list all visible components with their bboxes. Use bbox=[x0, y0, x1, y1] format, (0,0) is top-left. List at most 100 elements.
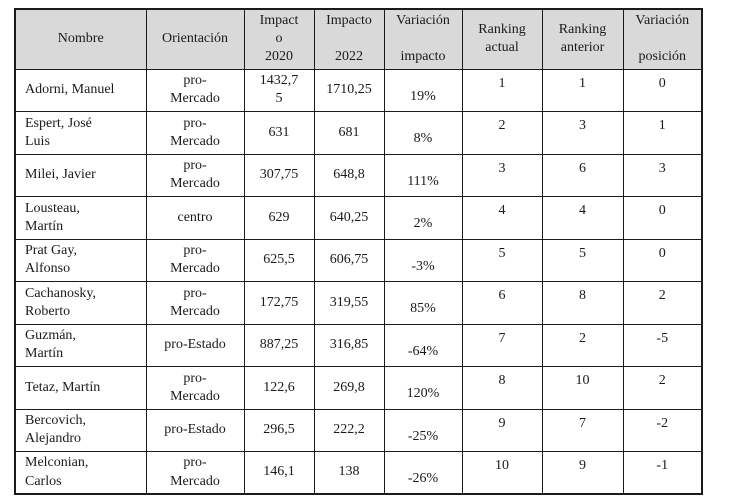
cell-variacion-impacto: 8% bbox=[383, 111, 463, 155]
cell-nombre: Espert, José Luis bbox=[14, 111, 147, 155]
cell-impacto-2022: 269,8 bbox=[313, 366, 385, 410]
cell-ranking-actual: 6 bbox=[461, 281, 543, 325]
cell-variacion-posicion: 2 bbox=[622, 281, 703, 325]
col-header-variacion-impacto: Variación impacto bbox=[383, 8, 463, 70]
cell-ranking-anterior: 6 bbox=[541, 153, 624, 198]
cell-nombre: Adorni, Manuel bbox=[14, 68, 147, 113]
table-row: Cachanosky, Roberto pro- Mercado 172,75 … bbox=[14, 281, 703, 325]
cell-impacto-2020: 296,5 bbox=[243, 408, 315, 453]
cell-variacion-posicion: 2 bbox=[622, 366, 703, 410]
cell-ranking-anterior: 2 bbox=[541, 323, 624, 368]
cell-variacion-impacto: -3% bbox=[383, 238, 463, 283]
cell-nombre: Prat Gay, Alfonso bbox=[14, 238, 147, 283]
cell-variacion-posicion: -5 bbox=[622, 323, 703, 368]
cell-nombre: Milei, Javier bbox=[14, 153, 147, 198]
cell-ranking-anterior: 9 bbox=[541, 451, 624, 495]
cell-orientacion: pro- Mercado bbox=[145, 111, 245, 155]
cell-variacion-impacto: 2% bbox=[383, 196, 463, 240]
cell-ranking-anterior: 3 bbox=[541, 111, 624, 155]
cell-impacto-2020: 122,6 bbox=[243, 366, 315, 410]
cell-impacto-2022: 319,55 bbox=[313, 281, 385, 325]
cell-variacion-impacto: -64% bbox=[383, 323, 463, 368]
cell-ranking-actual: 5 bbox=[461, 238, 543, 283]
cell-orientacion: pro- Mercado bbox=[145, 366, 245, 410]
cell-ranking-actual: 1 bbox=[461, 68, 543, 113]
cell-impacto-2022: 138 bbox=[313, 451, 385, 495]
cell-nombre: Cachanosky, Roberto bbox=[14, 281, 147, 325]
cell-impacto-2020: 1432,7 5 bbox=[243, 68, 315, 113]
cell-orientacion: pro- Mercado bbox=[145, 238, 245, 283]
cell-impacto-2022: 222,2 bbox=[313, 408, 385, 453]
cell-orientacion: pro- Mercado bbox=[145, 451, 245, 495]
col-header-ranking-actual: Ranking actual bbox=[461, 8, 543, 70]
cell-variacion-posicion: 0 bbox=[622, 68, 703, 113]
col-header-orientacion: Orientación bbox=[145, 8, 245, 70]
table-row: Tetaz, Martín pro- Mercado 122,6 269,8 1… bbox=[14, 366, 703, 410]
cell-variacion-posicion: 0 bbox=[622, 238, 703, 283]
economists-ranking-table: Nombre Orientación Impact o 2020 Impacto… bbox=[14, 8, 703, 496]
cell-impacto-2020: 631 bbox=[243, 111, 315, 155]
cell-variacion-posicion: 1 bbox=[622, 111, 703, 155]
cell-orientacion: pro- Mercado bbox=[145, 68, 245, 113]
cell-ranking-anterior: 10 bbox=[541, 366, 624, 410]
cell-ranking-actual: 4 bbox=[461, 196, 543, 240]
cell-orientacion: pro- Mercado bbox=[145, 153, 245, 198]
cell-ranking-anterior: 5 bbox=[541, 238, 624, 283]
cell-impacto-2022: 648,8 bbox=[313, 153, 385, 198]
cell-ranking-actual: 9 bbox=[461, 408, 543, 453]
cell-variacion-posicion: -1 bbox=[622, 451, 703, 495]
cell-variacion-impacto: 111% bbox=[383, 153, 463, 198]
cell-variacion-impacto: -25% bbox=[383, 408, 463, 453]
cell-orientacion: centro bbox=[145, 196, 245, 240]
cell-nombre: Lousteau, Martín bbox=[14, 196, 147, 240]
cell-nombre: Melconian, Carlos bbox=[14, 451, 147, 495]
cell-impacto-2020: 629 bbox=[243, 196, 315, 240]
cell-impacto-2020: 887,25 bbox=[243, 323, 315, 368]
cell-impacto-2022: 681 bbox=[313, 111, 385, 155]
table-row: Espert, José Luis pro- Mercado 631 681 8… bbox=[14, 111, 703, 155]
cell-variacion-impacto: 85% bbox=[383, 281, 463, 325]
cell-ranking-anterior: 4 bbox=[541, 196, 624, 240]
cell-variacion-impacto: 19% bbox=[383, 68, 463, 113]
cell-impacto-2022: 640,25 bbox=[313, 196, 385, 240]
cell-ranking-anterior: 1 bbox=[541, 68, 624, 113]
cell-impacto-2020: 172,75 bbox=[243, 281, 315, 325]
cell-ranking-actual: 2 bbox=[461, 111, 543, 155]
cell-ranking-actual: 8 bbox=[461, 366, 543, 410]
cell-variacion-posicion: -2 bbox=[622, 408, 703, 453]
col-header-impacto-2020: Impact o 2020 bbox=[243, 8, 315, 70]
cell-ranking-actual: 10 bbox=[461, 451, 543, 495]
cell-orientacion: pro- Mercado bbox=[145, 281, 245, 325]
table-row: Bercovich, Alejandro pro-Estado 296,5 22… bbox=[14, 408, 703, 453]
col-header-impacto-2022: Impacto 2022 bbox=[313, 8, 385, 70]
cell-impacto-2020: 146,1 bbox=[243, 451, 315, 495]
table-row: Melconian, Carlos pro- Mercado 146,1 138… bbox=[14, 451, 703, 495]
cell-ranking-actual: 7 bbox=[461, 323, 543, 368]
col-header-ranking-anterior: Ranking anterior bbox=[541, 8, 624, 70]
header-row: Nombre Orientación Impact o 2020 Impacto… bbox=[14, 8, 703, 70]
cell-impacto-2020: 625,5 bbox=[243, 238, 315, 283]
cell-variacion-impacto: -26% bbox=[383, 451, 463, 495]
table-row: Milei, Javier pro- Mercado 307,75 648,8 … bbox=[14, 153, 703, 198]
cell-variacion-posicion: 3 bbox=[622, 153, 703, 198]
table-row: Adorni, Manuel pro- Mercado 1432,7 5 171… bbox=[14, 68, 703, 113]
col-header-variacion-posicion: Variación posición bbox=[622, 8, 703, 70]
cell-nombre: Bercovich, Alejandro bbox=[14, 408, 147, 453]
cell-impacto-2022: 606,75 bbox=[313, 238, 385, 283]
table-row: Guzmán, Martín pro-Estado 887,25 316,85 … bbox=[14, 323, 703, 368]
col-header-nombre: Nombre bbox=[14, 8, 147, 70]
cell-impacto-2020: 307,75 bbox=[243, 153, 315, 198]
cell-nombre: Tetaz, Martín bbox=[14, 366, 147, 410]
table-row: Lousteau, Martín centro 629 640,25 2% 4 … bbox=[14, 196, 703, 240]
cell-ranking-actual: 3 bbox=[461, 153, 543, 198]
table-row: Prat Gay, Alfonso pro- Mercado 625,5 606… bbox=[14, 238, 703, 283]
cell-nombre: Guzmán, Martín bbox=[14, 323, 147, 368]
cell-ranking-anterior: 8 bbox=[541, 281, 624, 325]
cell-variacion-posicion: 0 bbox=[622, 196, 703, 240]
cell-orientacion: pro-Estado bbox=[145, 323, 245, 368]
cell-ranking-anterior: 7 bbox=[541, 408, 624, 453]
cell-impacto-2022: 316,85 bbox=[313, 323, 385, 368]
cell-impacto-2022: 1710,25 bbox=[313, 68, 385, 113]
cell-orientacion: pro-Estado bbox=[145, 408, 245, 453]
